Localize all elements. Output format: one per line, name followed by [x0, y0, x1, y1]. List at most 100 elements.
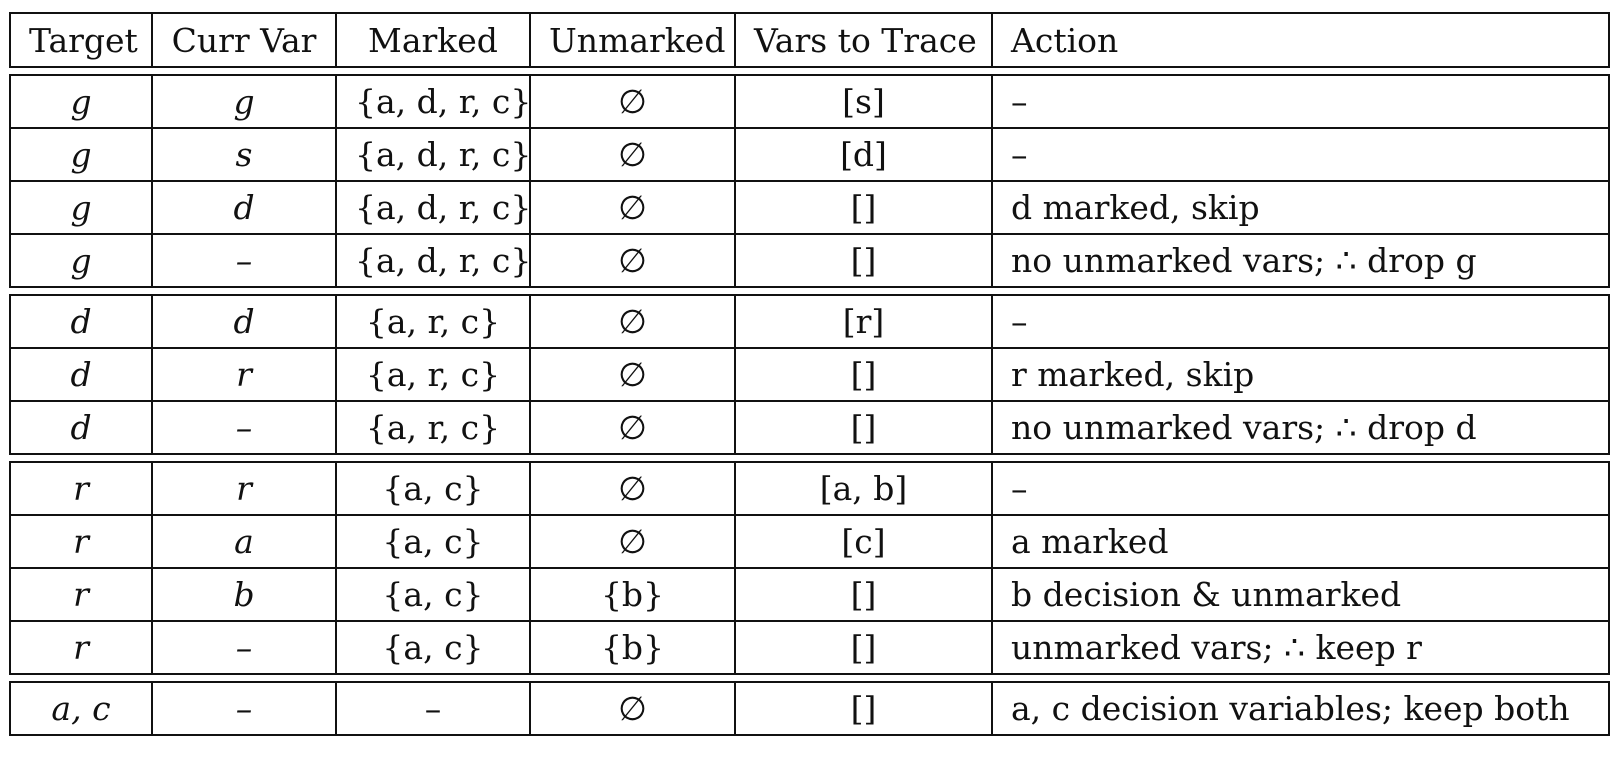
cell-unmarked: {b} — [529, 620, 736, 675]
cell-curr-var: a — [151, 514, 337, 569]
cell-unmarked: ∅ — [529, 347, 736, 402]
table-row: r a {a, c} ∅ [c] a marked — [9, 514, 1610, 569]
table-row: g g {a, d, r, c} ∅ [s] – — [9, 74, 1610, 129]
group-separator — [10, 453, 1609, 463]
cell-vars-to-trace: [] — [734, 400, 993, 455]
table-row: d – {a, r, c} ∅[] no unmarked vars; ∴ drop d — [9, 400, 1610, 455]
cell-marked: {a, d, r, c} — [335, 127, 531, 182]
cell-target: d — [9, 294, 153, 349]
cell-unmarked: ∅ — [529, 681, 736, 736]
cell-action: r marked, skip — [991, 347, 1610, 402]
cell-marked: {a, r, c} — [335, 294, 531, 349]
table-row: r – {a, c} {b}[] unmarked vars; ∴ keep r — [9, 620, 1610, 675]
group-separator-cell — [10, 286, 1609, 296]
cell-unmarked: ∅ — [529, 233, 736, 288]
table-row: r r {a, c} ∅ [a, b] – — [9, 461, 1610, 516]
cell-marked: {a, d, r, c} — [335, 180, 531, 235]
cell-unmarked: ∅ — [529, 180, 736, 235]
cell-target: r — [9, 461, 153, 516]
table-row: d d {a, r, c} ∅ [r] – — [9, 294, 1610, 349]
header-curr-var: Curr Var — [151, 12, 337, 68]
cell-target: g — [9, 180, 153, 235]
table-header: Target Curr Var Marked Unmarked Vars to … — [9, 12, 1610, 68]
cell-marked: {a, c} — [335, 461, 531, 516]
cell-curr-var: g — [151, 74, 337, 129]
header-vars-to-trace: Vars to Trace — [734, 12, 993, 68]
cell-unmarked: ∅ — [529, 74, 736, 129]
cell-curr-var: s — [151, 127, 337, 182]
cell-vars-to-trace: [a, b] — [734, 461, 993, 516]
cell-marked: {a, c} — [335, 514, 531, 569]
cell-target: r — [9, 514, 153, 569]
cell-marked: {a, d, r, c} — [335, 233, 531, 288]
cell-curr-var: d — [151, 294, 337, 349]
cell-action: unmarked vars; ∴ keep r — [991, 620, 1610, 675]
cell-curr-var: – — [151, 400, 337, 455]
cell-curr-var: r — [151, 347, 337, 402]
cell-target: g — [9, 233, 153, 288]
cell-action: a marked — [991, 514, 1610, 569]
cell-curr-var: b — [151, 567, 337, 622]
cell-marked: {a, c} — [335, 567, 531, 622]
cell-vars-to-trace: [] — [734, 567, 993, 622]
table-row: d r {a, r, c} ∅[] r marked, skip — [9, 347, 1610, 402]
table-row: a, c – – ∅[] a, c decision variables; keep b… — [9, 681, 1610, 736]
cell-target: a, c — [9, 681, 153, 736]
cell-action: – — [991, 294, 1610, 349]
cell-curr-var: r — [151, 461, 337, 516]
cell-vars-to-trace: [c] — [734, 514, 993, 569]
cell-action: no unmarked vars; ∴ drop g — [991, 233, 1610, 288]
cell-curr-var: d — [151, 180, 337, 235]
cell-vars-to-trace: [s] — [734, 74, 993, 129]
cell-vars-to-trace: [] — [734, 620, 993, 675]
header-unmarked: Unmarked — [529, 12, 736, 68]
cell-marked: {a, d, r, c} — [335, 74, 531, 129]
cell-unmarked: ∅ — [529, 127, 736, 182]
cell-curr-var: – — [151, 681, 337, 736]
header-action: Action — [991, 12, 1610, 68]
trace-table-container: Target Curr Var Marked Unmarked Vars to … — [9, 12, 1610, 736]
cell-action: – — [991, 74, 1610, 129]
cell-marked: {a, r, c} — [335, 347, 531, 402]
cell-curr-var: – — [151, 233, 337, 288]
cell-vars-to-trace: [] — [734, 681, 993, 736]
group-separator-cell — [10, 453, 1609, 463]
cell-vars-to-trace: [] — [734, 347, 993, 402]
group-separator — [10, 673, 1609, 683]
cell-vars-to-trace: [r] — [734, 294, 993, 349]
cell-target: r — [9, 620, 153, 675]
cell-target: r — [9, 567, 153, 622]
group-separator — [10, 66, 1609, 76]
cell-target: d — [9, 400, 153, 455]
table-row: g s {a, d, r, c} ∅ [d] – — [9, 127, 1610, 182]
group-separator-cell — [10, 66, 1609, 76]
header-target: Target — [9, 12, 153, 68]
table-row: g – {a, d, r, c} ∅[] no unmarked vars; ∴ dro… — [9, 233, 1610, 288]
table-row: r b {a, c} {b}[] b decision & unmarked — [9, 567, 1610, 622]
cell-unmarked: ∅ — [529, 400, 736, 455]
cell-vars-to-trace: [d] — [734, 127, 993, 182]
cell-action: a, c decision variables; keep both — [991, 681, 1610, 736]
table-row: g d {a, d, r, c} ∅[] d marked, skip — [9, 180, 1610, 235]
cell-target: d — [9, 347, 153, 402]
cell-action: b decision & unmarked — [991, 567, 1610, 622]
cell-action: – — [991, 127, 1610, 182]
group-separator-cell — [10, 673, 1609, 683]
cell-vars-to-trace: [] — [734, 180, 993, 235]
cell-marked: {a, c} — [335, 620, 531, 675]
header-row: Target Curr Var Marked Unmarked Vars to … — [9, 12, 1610, 68]
group-separator — [10, 286, 1609, 296]
variable-trace-table: Target Curr Var Marked Unmarked Vars to … — [9, 12, 1610, 736]
cell-target: g — [9, 127, 153, 182]
cell-unmarked: {b} — [529, 567, 736, 622]
cell-unmarked: ∅ — [529, 461, 736, 516]
table-body: g g {a, d, r, c} ∅ [s] – g s {a, d, r, c} ∅ [d] – g d… — [9, 66, 1610, 736]
cell-unmarked: ∅ — [529, 294, 736, 349]
cell-action: – — [991, 461, 1610, 516]
cell-unmarked: ∅ — [529, 514, 736, 569]
cell-action: no unmarked vars; ∴ drop d — [991, 400, 1610, 455]
cell-vars-to-trace: [] — [734, 233, 993, 288]
header-marked: Marked — [335, 12, 531, 68]
cell-marked: {a, r, c} — [335, 400, 531, 455]
cell-target: g — [9, 74, 153, 129]
